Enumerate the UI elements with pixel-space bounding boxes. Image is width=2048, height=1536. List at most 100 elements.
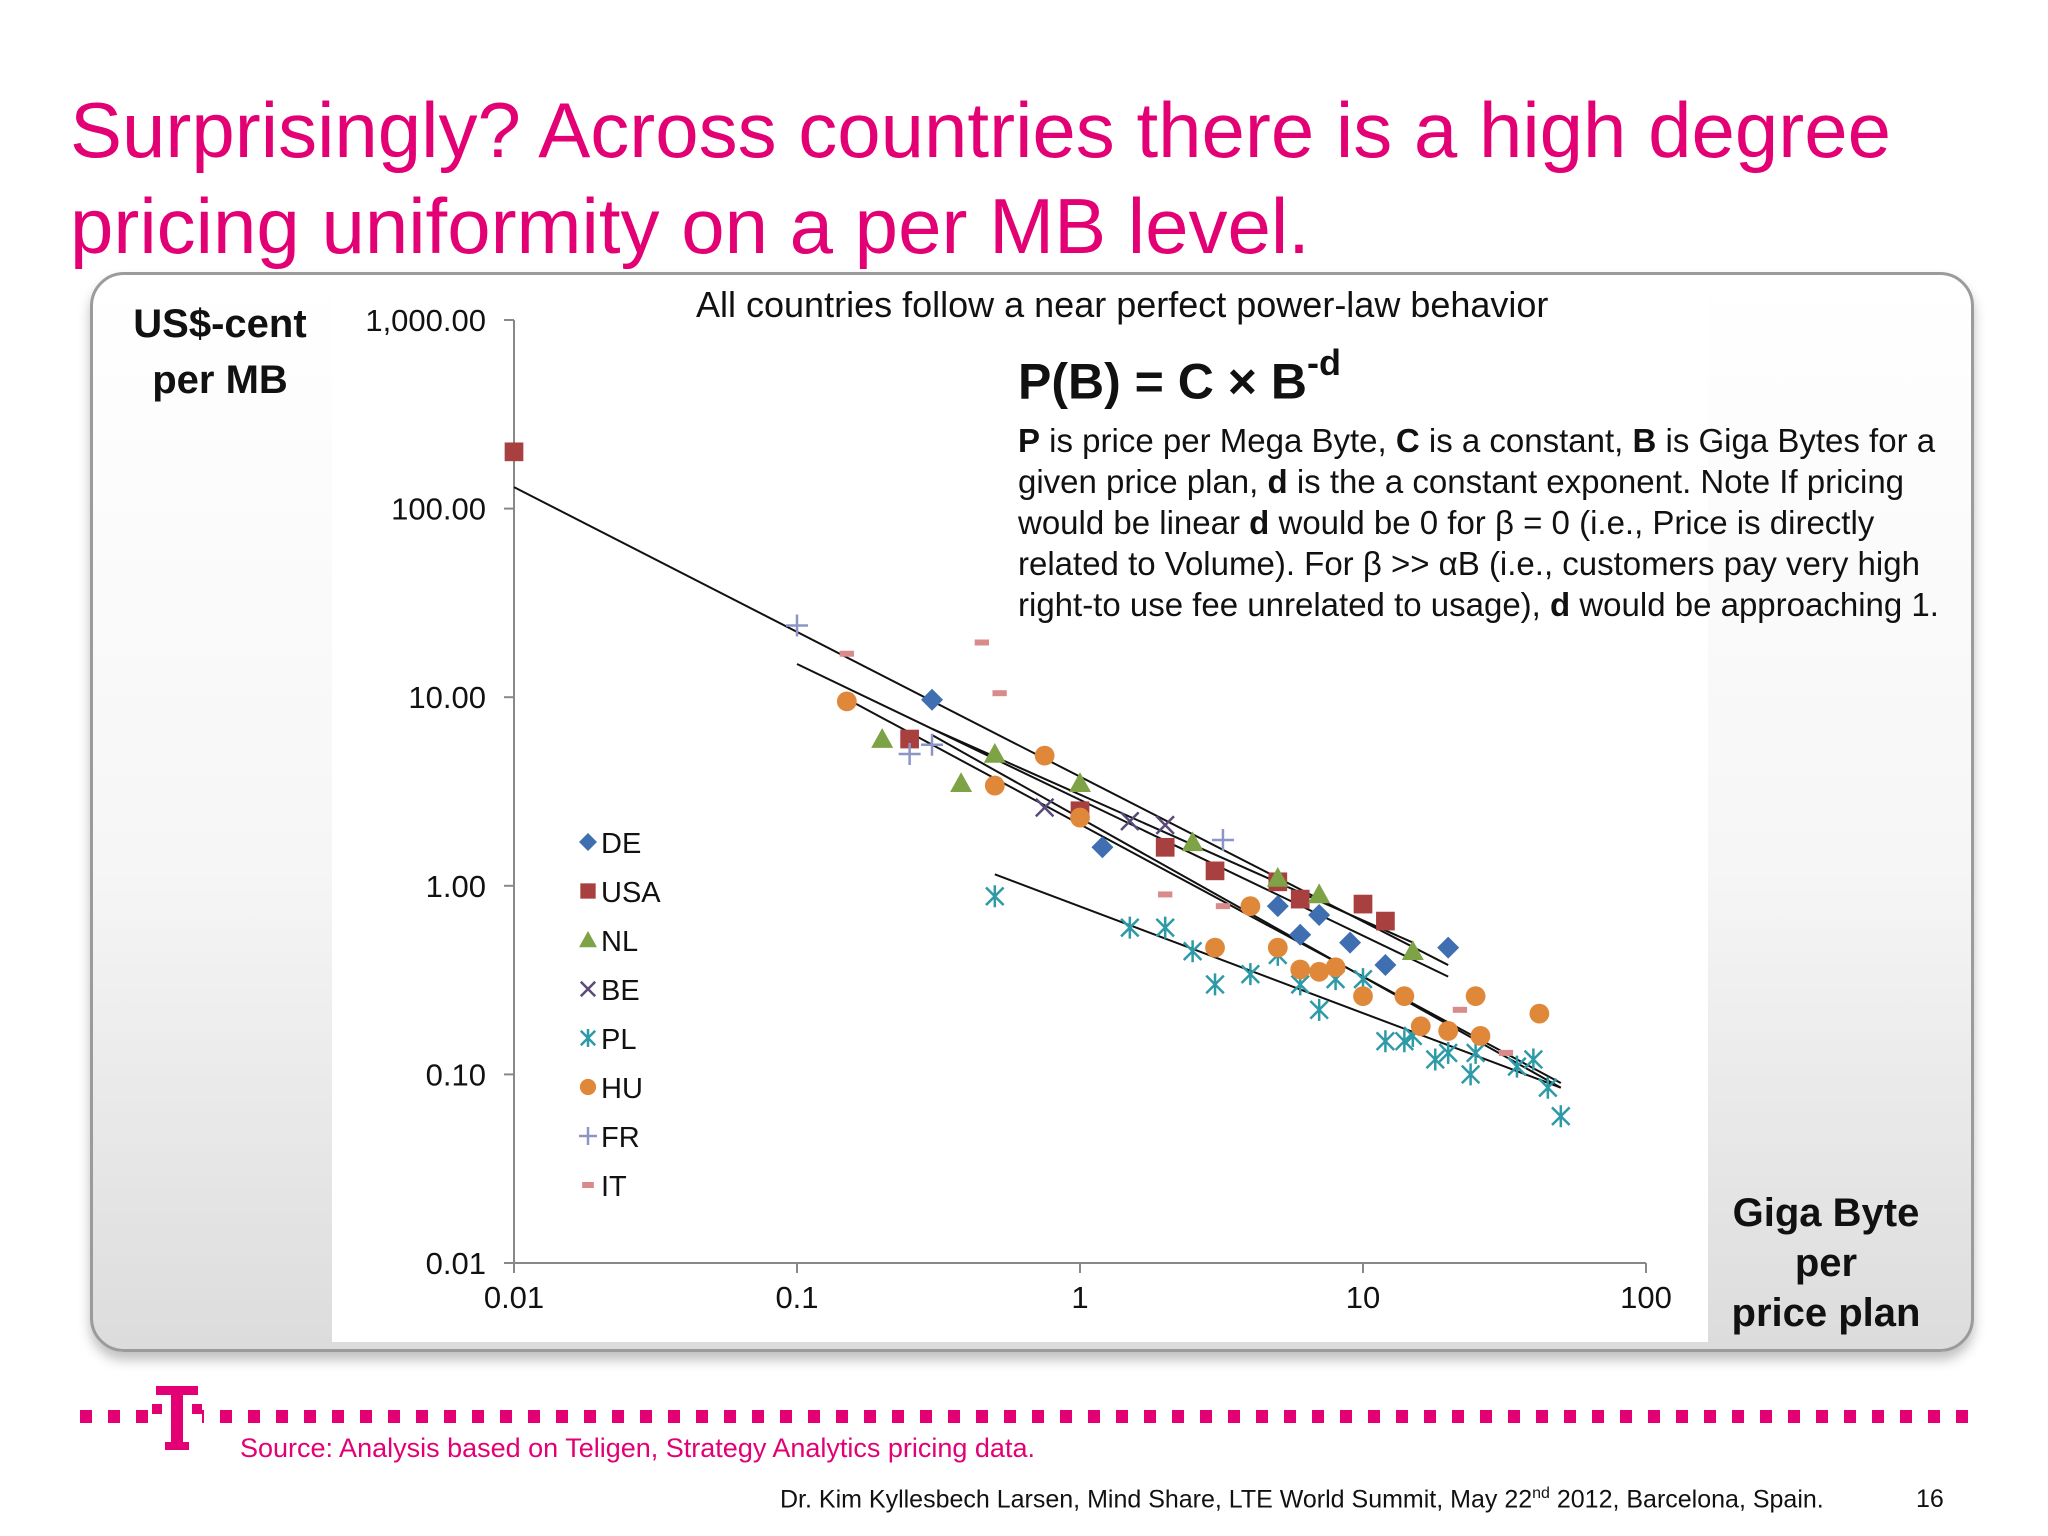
plot-area: [332, 276, 1708, 1342]
y-tick-label: 1.00: [426, 869, 486, 904]
y-tick-label: 100.00: [391, 492, 486, 527]
power-law-fit-line: [796, 663, 1449, 978]
data-point-de: [1308, 904, 1331, 927]
data-point-usa: [1205, 861, 1225, 881]
legend-marker-nl: [579, 931, 597, 948]
data-point-hu: [1529, 1003, 1550, 1024]
data-point-pl: [1205, 973, 1225, 996]
data-point-nl: [1266, 866, 1289, 887]
data-point-it: [1215, 903, 1231, 910]
data-point-pl: [1309, 998, 1329, 1021]
power-law-fit-line: [994, 873, 1562, 1089]
data-point-pl: [1240, 963, 1261, 986]
data-point-nl: [871, 728, 894, 748]
data-point-hu: [1070, 807, 1090, 828]
power-law-fit-line: [513, 486, 1449, 966]
data-point-fr: [1211, 828, 1234, 851]
data-point-be: [1034, 797, 1055, 818]
data-point-pl: [1551, 1105, 1571, 1128]
data-point-it: [992, 690, 1007, 697]
data-point-hu: [1438, 1021, 1459, 1041]
legend-label-be: BE: [601, 975, 640, 1007]
legend-label-fr: FR: [601, 1122, 640, 1154]
data-point-pl: [1120, 916, 1140, 939]
power-law-formula: P(B) = C × B-d: [1018, 342, 1341, 411]
data-point-de: [1437, 936, 1460, 959]
data-point-hu: [984, 775, 1005, 796]
data-point-hu: [1205, 937, 1225, 958]
data-point-nl: [1181, 831, 1204, 852]
data-point-de: [1266, 895, 1289, 918]
data-point-usa: [504, 442, 524, 462]
legend-marker-fr: [579, 1127, 597, 1145]
data-point-hu: [1267, 937, 1288, 958]
legend-marker-pl: [579, 1029, 597, 1047]
data-point-it: [1498, 1049, 1514, 1056]
data-point-hu: [1290, 959, 1311, 980]
formula-base: P(B) = C × B: [1018, 353, 1307, 410]
data-point-usa: [1353, 894, 1373, 914]
data-point-pl: [1507, 1055, 1527, 1078]
legend-marker-hu: [579, 1078, 597, 1096]
data-point-hu: [1309, 961, 1330, 982]
power-law-fit-line: [931, 727, 1414, 944]
data-point-usa: [900, 729, 919, 749]
y-tick-label: 0.01: [426, 1246, 486, 1281]
y-tick-label: 10.00: [408, 680, 486, 715]
data-point-be: [1155, 815, 1175, 835]
data-point-pl: [1155, 916, 1175, 939]
legend-label-it: IT: [601, 1171, 627, 1203]
data-point-usa: [1290, 889, 1310, 909]
data-point-hu: [1394, 986, 1415, 1007]
legend-label-hu: HU: [601, 1073, 643, 1105]
data-point-pl: [1425, 1048, 1445, 1071]
data-point-nl: [983, 742, 1006, 763]
data-point-it: [839, 650, 854, 657]
x-tick-label: 0.01: [484, 1280, 544, 1315]
slide-title: Surprisingly? Across countries there is …: [70, 86, 1891, 270]
y-axis-label: US$-cent per MB: [133, 302, 307, 402]
data-point-de: [1091, 836, 1114, 859]
data-point-de: [1374, 954, 1397, 977]
legend-marker-de: [579, 833, 597, 851]
legend-label-pl: PL: [601, 1024, 636, 1056]
source-note: Source: Analysis based on Teligen, Strat…: [240, 1433, 1035, 1463]
data-point-pl: [1182, 940, 1203, 963]
legend-marker-it: [582, 1182, 594, 1188]
data-point-nl: [1069, 772, 1091, 792]
data-point-fr: [921, 733, 944, 756]
data-point-de: [921, 688, 944, 711]
legend-marker-usa: [580, 883, 596, 899]
data-point-fr: [786, 614, 808, 637]
t-logo-icon: [152, 1386, 202, 1450]
data-point-pl: [985, 885, 1005, 908]
data-point-pl: [1375, 1030, 1396, 1053]
page-number: 16: [1916, 1485, 1944, 1513]
power-law-fit-line: [846, 697, 1562, 1084]
data-point-usa: [1155, 837, 1175, 857]
footer-post: 2012, Barcelona, Spain.: [1549, 1485, 1824, 1514]
dotted-divider: [80, 1410, 1980, 1423]
data-point-pl: [1394, 1030, 1415, 1053]
data-point-hu: [836, 691, 857, 712]
data-point-nl: [950, 772, 973, 792]
x-tick-label: 10: [1346, 1280, 1380, 1315]
data-point-de: [1289, 923, 1312, 946]
footer-sup: nd: [1532, 1485, 1550, 1502]
data-point-hu: [1410, 1016, 1431, 1037]
legend-label-de: DE: [601, 828, 641, 860]
x-tick-label: 0.1: [775, 1280, 818, 1315]
data-point-de: [1339, 931, 1362, 954]
data-point-pl: [1465, 1041, 1486, 1064]
data-point-hu: [1470, 1026, 1491, 1046]
x-axis-label: Giga Byte per price plan: [1731, 1191, 1921, 1335]
y-tick-label: 0.10: [426, 1057, 486, 1092]
x-tick-label: 100: [1620, 1280, 1672, 1315]
data-point-it: [974, 639, 990, 646]
data-point-pl: [1523, 1048, 1544, 1071]
chart-headline: All countries follow a near perfect powe…: [696, 284, 1549, 325]
formula-exponent: -d: [1306, 342, 1341, 383]
legend-label-usa: USA: [601, 877, 661, 909]
formula-explanation: P is price per Mega Byte, C is a constan…: [1018, 422, 1939, 623]
